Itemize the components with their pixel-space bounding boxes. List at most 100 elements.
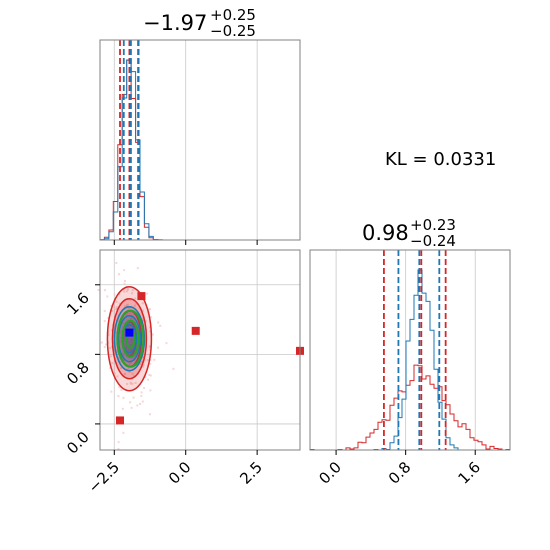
scatter-point — [128, 356, 131, 359]
scatter-point — [97, 288, 100, 291]
scatter-point — [147, 308, 150, 311]
scatter-point — [128, 370, 131, 373]
scatter-point — [136, 349, 139, 352]
histogram-param1-frame — [309, 249, 511, 451]
green-contour — [116, 309, 145, 368]
scatter-point — [113, 293, 116, 296]
y-tick-label: 0.0 — [63, 428, 93, 458]
scatter-point — [103, 289, 106, 292]
scatter-point — [115, 300, 118, 303]
scatter-point — [165, 342, 168, 345]
scatter-point — [118, 302, 121, 305]
scatter-point — [120, 330, 123, 333]
scatter-point — [142, 363, 145, 366]
scatter-point — [140, 394, 143, 397]
scatter-point — [125, 290, 128, 293]
blue-marker — [125, 328, 134, 337]
scatter-point — [128, 362, 131, 365]
scatter-point — [143, 386, 146, 389]
scatter-point — [150, 316, 153, 319]
scatter-point — [149, 359, 152, 362]
scatter-point — [110, 304, 113, 307]
scatter-point — [123, 269, 126, 272]
param1-title: 0.98 — [362, 221, 409, 245]
x-tick-label: 0.0 — [315, 458, 345, 488]
scatter-point — [136, 267, 139, 270]
scatter-point — [129, 401, 132, 404]
scatter-point — [118, 332, 121, 335]
scatter-point — [131, 372, 134, 375]
scatter-point — [122, 355, 125, 358]
scatter-point — [144, 375, 147, 378]
scatter-point — [146, 359, 149, 362]
scatter-point — [132, 396, 135, 399]
scatter-point — [172, 367, 175, 370]
scatter-point — [138, 362, 141, 365]
scatter-point — [151, 333, 154, 336]
scatter-point — [119, 336, 122, 339]
scatter-point — [119, 360, 122, 363]
scatter-point — [132, 375, 135, 378]
scatter-point — [144, 320, 147, 323]
scatter-point — [131, 382, 134, 385]
scatter-point — [148, 413, 151, 416]
scatter-point — [147, 378, 150, 381]
scatter-point — [109, 366, 112, 369]
scatter-point — [157, 321, 160, 324]
scatter-point — [134, 321, 137, 324]
scatter-point — [135, 353, 138, 356]
scatter-point — [126, 303, 129, 306]
scatter-point — [149, 330, 152, 333]
scatter-point — [141, 365, 144, 368]
scatter-point — [124, 279, 127, 282]
scatter-point — [142, 319, 145, 322]
scatter-point — [139, 402, 142, 405]
y-tick-label: 1.6 — [63, 289, 93, 319]
scatter-point — [133, 355, 136, 358]
scatter-point — [115, 305, 118, 308]
red-marker — [116, 416, 124, 425]
scatter-point — [153, 358, 156, 361]
scatter-point — [140, 360, 143, 363]
x-tick-label: −2.5 — [85, 458, 123, 496]
scatter-point — [149, 389, 152, 392]
scatter-point — [131, 292, 134, 295]
scatter-point — [117, 447, 120, 450]
scatter-point — [115, 350, 118, 353]
scatter-point — [124, 372, 127, 375]
param0-title: −1.97 — [143, 11, 207, 35]
scatter-point — [129, 298, 132, 301]
scatter-point — [126, 288, 129, 291]
red-marker — [137, 292, 146, 301]
scatter-point — [131, 356, 134, 359]
joint-panel-frame — [99, 249, 301, 451]
scatter-point — [122, 396, 125, 399]
scatter-point — [122, 352, 125, 355]
scatter-point — [109, 355, 112, 358]
x-tick-label: 2.5 — [236, 458, 266, 488]
scatter-point — [120, 388, 123, 391]
scatter-point — [134, 297, 137, 300]
scatter-point — [126, 355, 129, 358]
red-marker — [191, 326, 200, 335]
scatter-point — [140, 391, 143, 394]
param1-title-plus: +0.23 — [410, 216, 456, 234]
scatter-point — [141, 302, 144, 305]
green-contour — [121, 319, 140, 358]
scatter-point — [124, 305, 127, 308]
scatter-point — [126, 312, 129, 315]
scatter-point — [106, 295, 109, 298]
scatter-point — [110, 390, 113, 393]
scatter-point — [136, 404, 139, 407]
scatter-point — [142, 356, 145, 359]
scatter-point — [130, 406, 133, 409]
param0-title-plus: +0.25 — [210, 6, 256, 24]
scatter-point — [123, 290, 126, 293]
scatter-point — [122, 350, 125, 353]
scatter-point — [125, 313, 128, 316]
scatter-point — [111, 362, 114, 365]
scatter-point — [129, 361, 132, 364]
scatter-point — [115, 261, 118, 264]
scatter-point — [118, 341, 121, 344]
